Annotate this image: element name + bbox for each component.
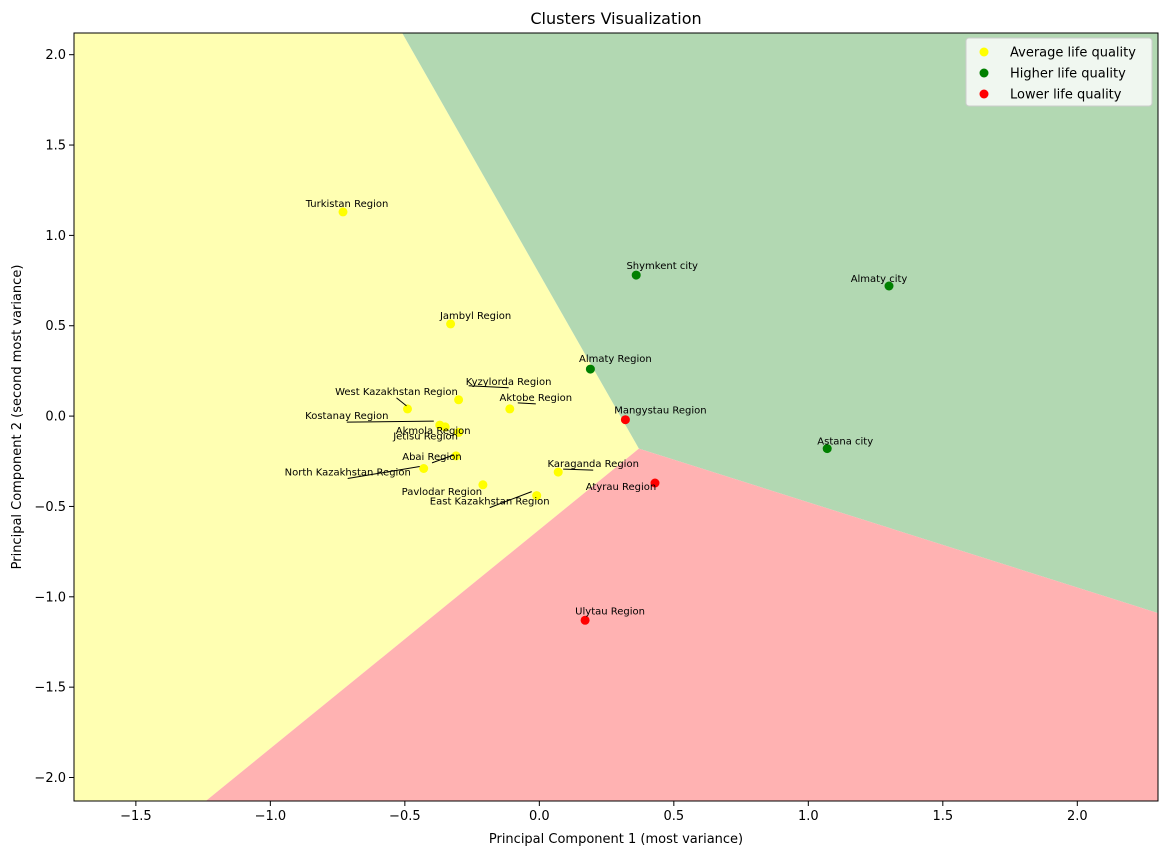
- point-abai-region: [451, 451, 461, 461]
- point-east-kazakhstan-region: [532, 491, 542, 501]
- point-north-kazakhstan-region: [419, 464, 429, 473]
- point-label-jambyl-region: Jambyl Region: [439, 311, 511, 322]
- point-almaty-region: [585, 364, 595, 374]
- leader-line-aktobe-region: [517, 402, 536, 405]
- point-jetisu-region: [454, 427, 464, 437]
- x-axis-ticks: −1.5 −1.0 −0.5 0.0 0.5 1.0 1.5 2.0: [120, 801, 1088, 824]
- point-ulytau-region: [580, 615, 590, 625]
- legend-label-higher-life-quality: Higher life quality: [1010, 67, 1126, 82]
- x-tick-label: −1.5: [120, 809, 152, 824]
- legend-box: [965, 37, 1153, 107]
- leader-line-abai-region: [431, 454, 455, 464]
- point-label-west-kazakhstan-region: West Kazakhstan Region: [335, 387, 458, 398]
- point-turkistan-region: [338, 207, 348, 217]
- point-mangystau-region: [620, 415, 630, 425]
- point-label-kostanay-region: Kostanay Region: [305, 411, 388, 422]
- point-label-north-kazakhstan-region: North Kazakhstan Region: [285, 468, 411, 479]
- point-label-jetisu-region: Jetisu Region: [392, 431, 458, 442]
- point-almaty-city: [884, 281, 894, 291]
- y-tick-label: −1.0: [34, 590, 66, 605]
- legend-marker-higher-life-quality: [979, 68, 989, 78]
- point-label-turkistan-region: Turkistan Region: [305, 199, 389, 210]
- data-points: [338, 207, 894, 625]
- x-tick-label: 0.0: [529, 809, 550, 824]
- point-label-akmola-region: Akmola Region: [396, 426, 471, 437]
- point-label-aktobe-region: Aktobe Region: [500, 393, 573, 404]
- region-lower-life-quality: [205, 448, 1158, 801]
- point-label-pavlodar-region: Pavlodar Region: [402, 487, 483, 498]
- leader-line-west-kazakhstan-region: [396, 397, 407, 407]
- point-label-karaganda-region: Karaganda Region: [547, 459, 638, 470]
- point-karaganda-region: [553, 467, 563, 477]
- point-label-abai-region: Abai Region: [402, 452, 462, 463]
- point-label-almaty-city: Almaty city: [851, 274, 908, 285]
- region-higher-life-quality: [402, 33, 1158, 614]
- leader-line-east-kazakhstan-region: [489, 491, 532, 509]
- point-label-atyrau-region: Atyrau Region: [586, 482, 657, 493]
- chart-title: Clusters Visualization: [530, 9, 701, 28]
- point-label-almaty-region: Almaty Region: [579, 354, 652, 365]
- x-axis-label: Principal Component 1 (most variance): [489, 832, 743, 847]
- y-tick-label: −0.5: [34, 500, 66, 515]
- point-pavlodar-region: [478, 480, 488, 490]
- point-kyzylorda-region: [454, 395, 464, 405]
- point-label-shymkent-city: Shymkent city: [626, 261, 698, 272]
- point-akmola-region: [440, 422, 450, 432]
- legend-marker-lower-life-quality: [979, 89, 989, 99]
- y-tick-label: 1.5: [45, 139, 66, 154]
- y-tick-label: 1.0: [45, 229, 66, 244]
- region-average-life-quality: [74, 33, 639, 801]
- y-tick-label: −2.0: [34, 771, 66, 786]
- x-tick-label: 2.0: [1067, 809, 1088, 824]
- x-tick-label: −0.5: [389, 809, 421, 824]
- legend-label-lower-life-quality: Lower life quality: [1010, 88, 1122, 103]
- point-atyrau-region: [650, 478, 660, 488]
- legend-marker-average-life-quality: [979, 47, 989, 57]
- legend: Average life quality Higher life quality L…: [965, 37, 1153, 107]
- point-astana-city: [822, 444, 832, 454]
- y-tick-label: 0.5: [45, 319, 66, 334]
- x-tick-label: 1.5: [932, 809, 953, 824]
- y-axis-ticks: −2.0 −1.5 −1.0 −0.5 0.0 0.5 1.0 1.5 2.0: [34, 48, 74, 786]
- point-label-astana-city: Astana city: [817, 437, 873, 448]
- y-tick-label: 0.0: [45, 410, 66, 425]
- point-aktobe-region: [505, 404, 515, 414]
- leader-line-kyzylorda-region: [468, 385, 509, 389]
- point-jambyl-region: [446, 319, 456, 329]
- point-shymkent-city: [631, 270, 641, 280]
- point-label-east-kazakhstan-region: East Kazakhstan Region: [430, 497, 550, 508]
- point-label-kyzylorda-region: Kyzylorda Region: [466, 377, 552, 388]
- cluster-regions: [74, 33, 1158, 801]
- y-tick-label: −1.5: [34, 681, 66, 696]
- x-tick-label: 1.0: [798, 809, 819, 824]
- x-tick-label: −1.0: [255, 809, 287, 824]
- x-tick-label: 0.5: [663, 809, 684, 824]
- leader-line-kostanay-region: [346, 420, 434, 423]
- y-axis-label: Principal Component 2 (second most varia…: [10, 265, 25, 570]
- point-label-mangystau-region: Mangystau Region: [614, 406, 706, 417]
- legend-label-average-life-quality: Average life quality: [1010, 46, 1136, 61]
- leader-line-north-kazakhstan-region: [347, 466, 420, 479]
- plot-frame: [73, 32, 1159, 802]
- point-annotations: Turkistan Region Jambyl Region Kyzylorda R…: [285, 199, 908, 617]
- point-label-ulytau-region: Ulytau Region: [575, 606, 645, 617]
- point-west-kazakhstan-region: [403, 404, 412, 414]
- y-tick-label: 2.0: [45, 48, 66, 63]
- leader-line-karaganda-region: [563, 468, 594, 471]
